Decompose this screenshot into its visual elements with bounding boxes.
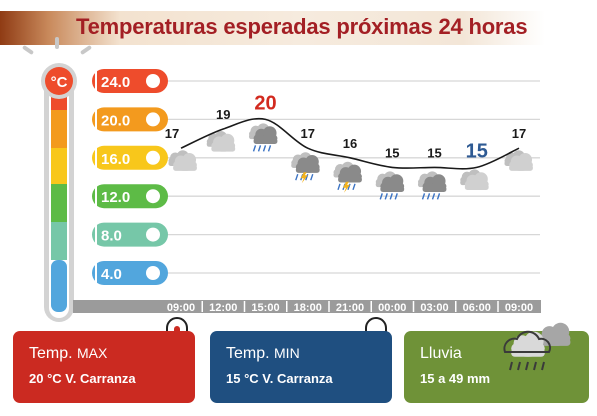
y-tick: 8.0 xyxy=(92,222,168,247)
temp-min-label: Temp. MIN xyxy=(226,345,300,362)
cloudy-icon xyxy=(168,150,197,171)
cloudy-icon xyxy=(206,131,236,152)
data-label: 17 xyxy=(301,126,315,141)
page-title: Temperaturas esperadas próximas 24 horas xyxy=(76,14,528,39)
x-tick-label: 09:00 xyxy=(505,302,533,314)
x-axis-ticks: 09:00 12:00 15:00 18:00 21:00 00:00 03:00 06:00… xyxy=(167,301,533,314)
data-label: 17 xyxy=(165,126,179,141)
temp-min-card: Temp. MIN 15 °C V. Carranza xyxy=(210,331,392,403)
y-axis-ticks: 24.0 20.0 16.0 12.0 8.0 4.0 xyxy=(92,69,168,285)
temp-min-value: 15 °C V. Carranza xyxy=(226,371,333,386)
cloud-storm-icon xyxy=(333,161,362,193)
thermometer-band xyxy=(51,222,67,260)
y-tick-label: 8.0 xyxy=(101,228,122,245)
x-tick-label: 00:00 xyxy=(378,302,406,314)
min-temp-label: 15 xyxy=(466,140,488,162)
y-tick: 16.0 xyxy=(92,145,168,170)
cloudy-icon xyxy=(504,150,533,171)
x-tick-label: 15:00 xyxy=(251,302,279,314)
x-tick-label: 18:00 xyxy=(294,302,322,314)
rain-label: Lluvia xyxy=(420,345,462,362)
y-tick-label: 16.0 xyxy=(101,151,130,168)
x-tick-label: 09:00 xyxy=(167,302,195,314)
cloud-rain-icon xyxy=(418,171,447,200)
temp-max-card: Temp. MAX 20 °C V. Carranza xyxy=(13,331,195,403)
cloudy-icon xyxy=(460,169,489,191)
thermometer-band xyxy=(51,110,67,148)
rain-value: 15 a 49 mm xyxy=(420,371,491,386)
y-tick: 4.0 xyxy=(92,261,168,285)
temperature-line xyxy=(180,117,520,170)
thermometer-scale: °C xyxy=(41,63,77,322)
data-labels: 17 19 20 17 16 15 15 15 17 xyxy=(165,92,526,162)
data-label: 19 xyxy=(216,107,230,122)
y-tick: 20.0 xyxy=(92,107,168,132)
thermometer-band xyxy=(51,184,67,222)
title-banner xyxy=(0,11,545,45)
temp-max-label: Temp. MAX xyxy=(29,345,108,362)
y-tick-label: 20.0 xyxy=(101,112,130,129)
cloud-storm-icon xyxy=(291,152,320,184)
thermometer-band xyxy=(51,260,67,312)
weather-icons xyxy=(168,123,533,200)
sun-icon xyxy=(22,37,92,55)
x-axis-bar xyxy=(73,300,541,313)
data-label: 15 xyxy=(427,145,441,160)
x-tick-label: 06:00 xyxy=(463,302,491,314)
thermometer-band xyxy=(51,148,67,184)
x-tick-label: 03:00 xyxy=(420,302,448,314)
data-label: 17 xyxy=(512,126,526,141)
data-label: 16 xyxy=(343,136,357,151)
data-label: 15 xyxy=(385,145,399,160)
x-tick-label: 12:00 xyxy=(209,302,237,314)
cloud-rain-icon xyxy=(249,123,278,152)
y-tick-label: 24.0 xyxy=(101,74,130,91)
y-tick: 12.0 xyxy=(92,184,168,209)
cloud-rain-icon xyxy=(375,171,405,200)
x-tick-label: 21:00 xyxy=(336,302,364,314)
y-tick: 24.0 xyxy=(92,69,168,93)
max-temp-label: 20 xyxy=(254,92,276,114)
thermometer-unit: °C xyxy=(51,74,68,91)
y-tick-label: 4.0 xyxy=(101,266,122,283)
y-tick-label: 12.0 xyxy=(101,189,130,206)
temp-max-value: 20 °C V. Carranza xyxy=(29,371,136,386)
